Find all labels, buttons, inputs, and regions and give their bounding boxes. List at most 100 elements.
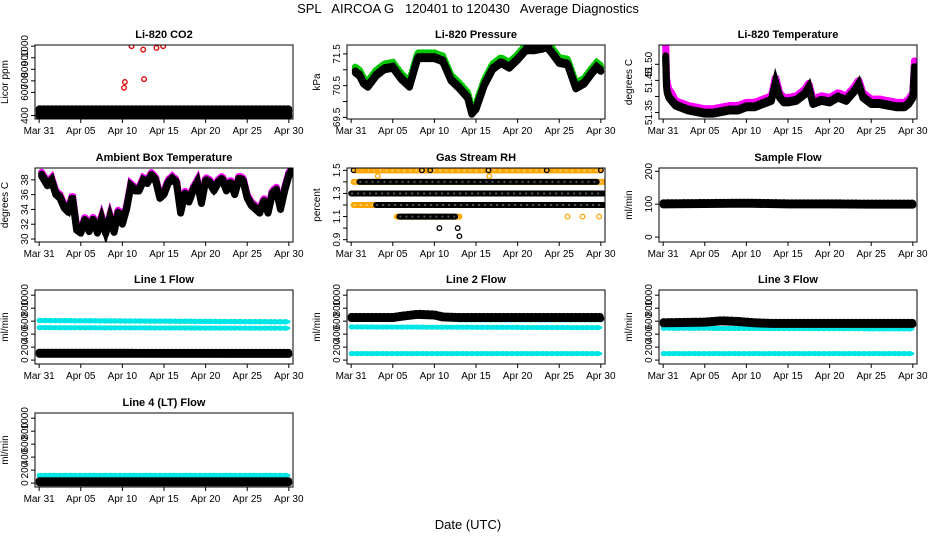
data-layer [347, 309, 605, 357]
series-red-outliers-point [160, 45, 167, 50]
x-tick-label: Apr 25 [232, 249, 262, 260]
x-tick-label: Apr 15 [149, 371, 179, 382]
series-black-texture [659, 198, 917, 207]
y-axis-label: Licor ppm [0, 60, 11, 104]
y-tick-label: 200 [644, 338, 655, 355]
y-tick-label: 400 [332, 325, 343, 342]
x-tick-label: Apr 05 [66, 371, 96, 382]
y-tick-label: 1.1 [332, 209, 343, 223]
panel-co2: Li-820 CO2 Mar 31 Apr 05 Apr 10 Apr 15 Apr 20… [0, 29, 304, 137]
y-axis-label: degrees C [624, 59, 635, 105]
y-tick-label: 1000 [20, 35, 31, 58]
y-tick-label: 200 [20, 461, 31, 478]
x-tick-label: Apr 30 [274, 494, 304, 505]
y-tick-label: 34 [20, 203, 31, 215]
series-red-outliers-point [121, 79, 128, 85]
x-tick-label: Apr 20 [815, 126, 845, 137]
data-layer [35, 45, 293, 119]
x-tick-label: Apr 15 [149, 494, 179, 505]
x-tick-label: Mar 31 [336, 371, 368, 382]
y-axis-label: percent [312, 188, 323, 222]
y-axis-label: degrees C [0, 182, 11, 228]
panel-line4: Line 4 (LT) Flow Mar 31 Apr 05 Apr 10 Apr 15… [0, 397, 304, 505]
panel-title: Li-820 Temperature [738, 29, 839, 41]
y-tick-label: 1.5 [332, 163, 343, 177]
panel-title: Ambient Box Temperature [96, 152, 233, 164]
x-tick-label: Apr 15 [461, 371, 491, 382]
x-axis-title: Date (UTC) [434, 517, 502, 532]
y-tick-label: 1000 [20, 284, 31, 307]
y-tick-label: 1000 [332, 284, 343, 307]
y-tick-label: 36 [20, 189, 31, 201]
series-cyan-lower-texture [660, 325, 916, 332]
panel-title: Line 1 Flow [134, 274, 194, 286]
x-tick-label: Mar 31 [24, 126, 56, 137]
x-tick-label: Apr 10 [108, 371, 138, 382]
x-tick-label: Apr 10 [732, 371, 762, 382]
panel-line2: Line 2 Flow Mar 31 Apr 05 Apr 10 Apr 15 Apr 2… [312, 274, 616, 382]
x-tick-label: Apr 05 [66, 249, 96, 260]
y-tick-label: 600 [20, 435, 31, 452]
panel-title: Line 4 (LT) Flow [123, 397, 206, 409]
series-cyan-lower-texture [348, 324, 604, 331]
y-tick-label: 1.3 [332, 186, 343, 200]
x-tick-label: Mar 31 [336, 249, 368, 260]
y-axis-label: ml/min [0, 435, 11, 464]
x-tick-label: Apr 20 [815, 371, 845, 382]
x-tick-label: Apr 20 [503, 371, 533, 382]
series-orange-points-point [374, 173, 381, 180]
x-tick-label: Apr 10 [108, 126, 138, 137]
x-tick-label: Apr 05 [378, 371, 408, 382]
panel-title: Sample Flow [754, 152, 822, 164]
y-tick-label: 200 [20, 338, 31, 355]
y-tick-label: 900 [20, 49, 31, 66]
y-tick-label: 800 [20, 422, 31, 439]
x-tick-label: Mar 31 [336, 126, 368, 137]
panel-pressure: Li-820 Pressure Mar 31 Apr 05 Apr 10 Apr 15 A… [312, 29, 616, 137]
x-tick-label: Apr 10 [420, 126, 450, 137]
y-tick-label: 400 [20, 448, 31, 465]
x-tick-label: Apr 05 [66, 126, 96, 137]
y-tick-label: 800 [332, 299, 343, 316]
x-tick-label: Apr 25 [232, 126, 262, 137]
y-tick-label: 69.5 [332, 107, 343, 127]
series-red-outliers-point [140, 46, 147, 53]
series-black-texture [662, 52, 917, 116]
x-tick-label: Apr 10 [420, 249, 450, 260]
series-red-outliers-point [121, 84, 128, 91]
x-tick-label: Apr 30 [898, 249, 928, 260]
series-orange-points-point [579, 213, 586, 220]
panel-licor_temp: Li-820 Temperature Mar 31 Apr 05 Apr 10 Apr … [624, 29, 928, 137]
x-tick-label: Apr 20 [191, 126, 221, 137]
x-tick-label: Apr 15 [149, 249, 179, 260]
y-tick-label: 70.5 [332, 75, 343, 95]
x-tick-label: Apr 15 [461, 126, 491, 137]
x-tick-label: Apr 05 [378, 249, 408, 260]
panel-title: Line 2 Flow [446, 274, 506, 286]
y-tick-label: 800 [20, 299, 31, 316]
y-axis-label: kPa [312, 73, 323, 91]
y-tick-label: 0 [20, 357, 31, 363]
y-tick-label: 700 [20, 72, 31, 89]
y-tick-label: 800 [644, 299, 655, 316]
x-tick-label: Apr 05 [378, 126, 408, 137]
panel-box_temp: Ambient Box Temperature Mar 31 Apr 05 Apr 1… [0, 152, 304, 260]
panel-title: Li-820 Pressure [435, 29, 517, 41]
x-tick-label: Apr 20 [815, 249, 845, 260]
x-tick-label: Apr 20 [191, 371, 221, 382]
y-tick-label: 200 [644, 163, 655, 180]
y-axis-label: ml/min [312, 312, 323, 341]
figure-title: SPL AIRCOA G 120401 to 120430 Average Di… [297, 1, 639, 16]
x-tick-label: Apr 05 [66, 494, 96, 505]
data-layer [35, 472, 293, 487]
series-cyan-lower-texture [36, 325, 292, 331]
x-tick-label: Mar 31 [24, 371, 56, 382]
x-tick-label: Apr 25 [856, 126, 886, 137]
series-black-points-point [454, 225, 461, 232]
y-tick-label: 32 [20, 218, 31, 230]
series-black-points-point [436, 225, 443, 232]
panel-rh: Gas Stream RH Mar 31 Apr 05 Apr 10 Apr 15 Apr… [312, 152, 616, 260]
x-tick-label: Apr 20 [503, 126, 533, 137]
series-black-texture [351, 45, 605, 119]
